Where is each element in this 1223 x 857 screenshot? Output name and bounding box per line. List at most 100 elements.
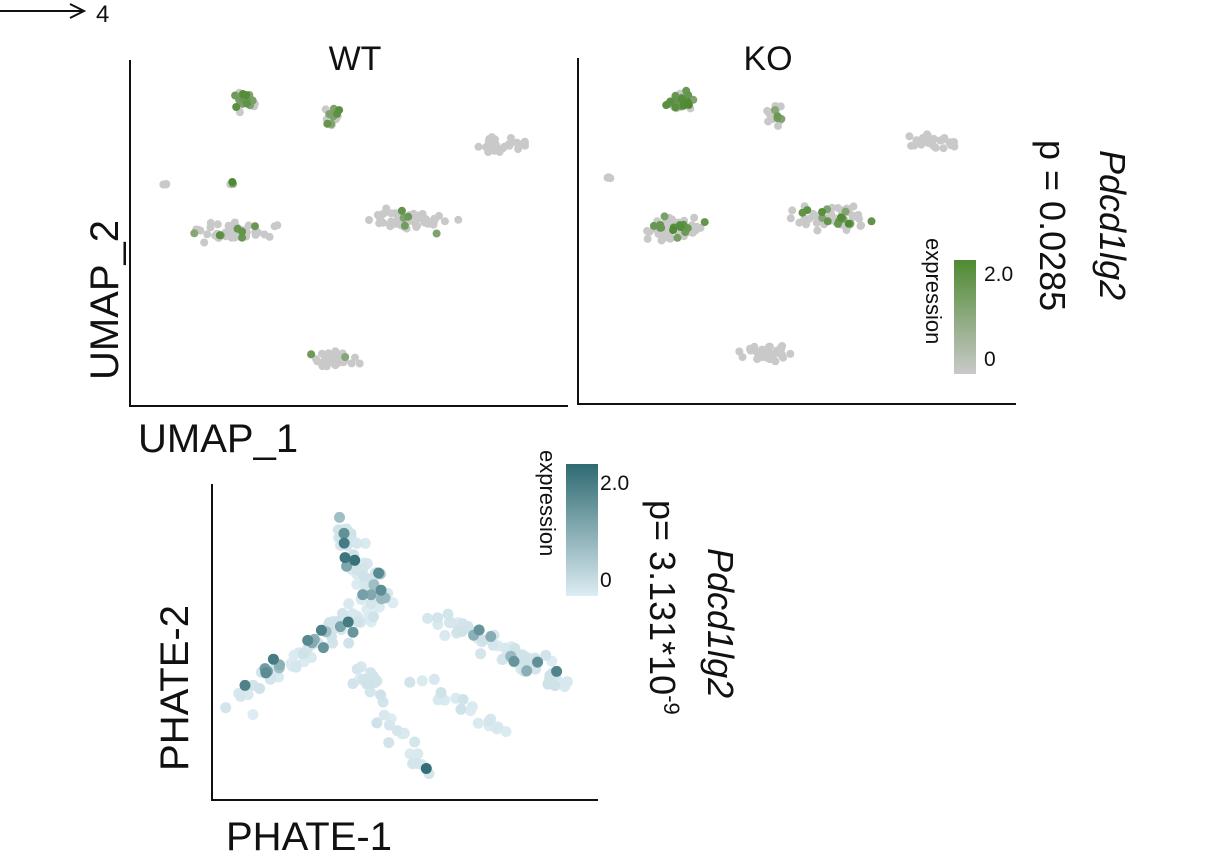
scatter-point (220, 702, 232, 714)
scatter-point (506, 139, 515, 148)
scatter-point (474, 142, 483, 151)
scatter-point (786, 349, 795, 358)
scatter-point (307, 350, 316, 359)
scatter-point (549, 680, 561, 692)
scatter-point (215, 231, 224, 240)
scatter-point (391, 725, 403, 737)
scatter-point (645, 227, 654, 236)
scatter-point (232, 103, 241, 111)
scatter-point (440, 217, 449, 226)
scatter-point (519, 655, 531, 667)
scatter-point (662, 101, 671, 110)
phate-gene-label: Pdcd1lg2 (700, 548, 741, 698)
scatter-point (764, 348, 773, 357)
scatter-point (487, 639, 499, 651)
scatter-point (429, 217, 438, 226)
scatter-point (383, 737, 395, 749)
scatter-point (238, 227, 247, 236)
scatter-point (200, 238, 209, 247)
scatter-point (239, 679, 251, 691)
umap-annotation: Pdcd1lg2 p = 0.0285 (1032, 140, 1133, 311)
scatter-point (404, 212, 413, 221)
scatter-point (334, 353, 343, 362)
scatter-point (409, 736, 421, 748)
scatter-point (420, 763, 432, 774)
scatter-point (947, 141, 956, 150)
scatter-point (422, 612, 434, 624)
scatter-point (671, 103, 680, 112)
scatter-point (428, 673, 440, 685)
scatter-point (404, 748, 416, 760)
scatter-point (352, 616, 364, 628)
scatter-point (251, 222, 259, 231)
phate-pvalue-base: p= 3.131*10 (642, 500, 683, 695)
phate-axes (211, 484, 598, 801)
scatter-point (812, 218, 821, 227)
scatter-point (397, 206, 406, 215)
scatter-point (606, 174, 615, 183)
scatter-point (324, 359, 333, 367)
scatter-point (337, 608, 348, 619)
scatter-point (312, 355, 320, 364)
scatter-point (849, 211, 858, 220)
umap-wt-ylabel: UMAP_2 (83, 220, 127, 380)
scatter-point (411, 220, 420, 229)
scatter-point (929, 134, 938, 143)
scatter-point (513, 138, 521, 147)
scatter-point (492, 721, 504, 733)
scatter-point (841, 207, 850, 216)
scatter-point (190, 229, 199, 238)
scatter-point (435, 211, 443, 220)
umap-ko-title: KO (743, 40, 792, 78)
scatter-point (297, 648, 309, 660)
scatter-point (375, 689, 387, 701)
scatter-point (432, 612, 444, 624)
scatter-point (418, 210, 427, 218)
umap-gene-label: Pdcd1lg2 (1092, 150, 1133, 300)
scatter-point (500, 726, 512, 738)
scatter-point (521, 665, 533, 677)
scatter-point (774, 348, 783, 357)
phate-legend-max: 2.0 (600, 472, 629, 495)
scatter-point (442, 608, 454, 620)
scatter-point (387, 217, 396, 226)
scatter-point (677, 95, 686, 104)
phate-annotation: Pdcd1lg2 p= 3.131*10-9 (642, 500, 741, 715)
scatter-point (692, 222, 701, 231)
scatter-point (362, 678, 374, 689)
scatter-point (213, 220, 222, 229)
scatter-point (660, 212, 669, 221)
scatter-point (420, 218, 429, 227)
scatter-point (235, 690, 247, 702)
scatter-point (338, 527, 350, 539)
scatter-point (669, 217, 678, 226)
phate-pvalue: p= 3.131*10-9 (642, 500, 684, 715)
scatter-point (485, 631, 497, 642)
scatter-point (466, 701, 478, 713)
scatter-point (373, 567, 385, 579)
scatter-point (387, 597, 399, 609)
scatter-point (343, 637, 355, 649)
scatter-point (373, 601, 385, 613)
scatter-point (273, 221, 282, 230)
scatter-point (735, 347, 744, 356)
phate-ylabel: PHATE-2 (153, 605, 197, 771)
phate-legend: 2.0 0 expression (535, 450, 629, 596)
scatter-point (520, 137, 529, 146)
scatter-point (254, 683, 266, 694)
header-arrow-label: 4 (96, 1, 109, 28)
scatter-point (684, 91, 693, 100)
scatter-point (206, 223, 215, 232)
scatter-point (302, 634, 314, 646)
scatter-point (656, 221, 665, 229)
phate-panel: PHATE-2 PHATE-1 (153, 484, 598, 857)
scatter-point (334, 511, 345, 523)
scatter-point (803, 206, 812, 215)
scatter-point (435, 687, 447, 699)
scatter-point (231, 91, 240, 100)
scatter-point (457, 694, 469, 705)
umap-legend-max: 2.0 (984, 263, 1013, 286)
scatter-point (490, 146, 499, 155)
scatter-point (837, 213, 845, 222)
phate-xlabel: PHATE-1 (226, 815, 392, 857)
